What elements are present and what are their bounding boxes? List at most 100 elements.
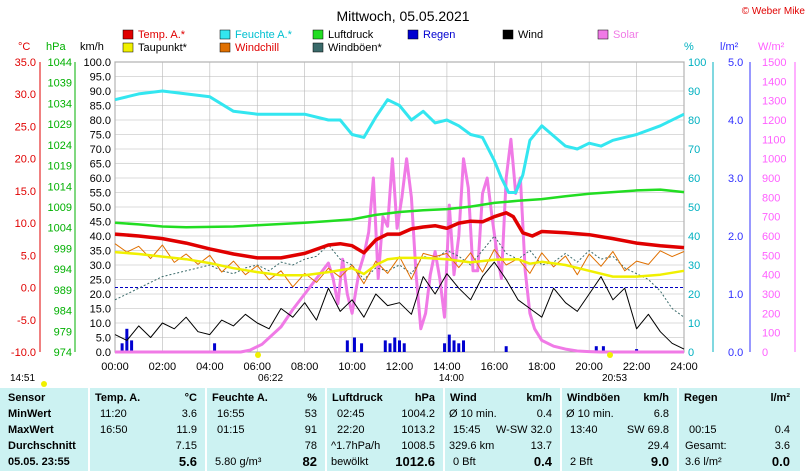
wind-current-value: 0.4 (533, 454, 552, 469)
solar-tick-label: 100 (762, 328, 780, 340)
rain-day-total: 3.6 l/m² (685, 456, 722, 468)
row-label-current: 05.05. 23:55 (8, 456, 70, 468)
series-windb-en (114, 235, 685, 318)
wind-unit: km/h (526, 392, 552, 404)
gust-header: Windböen (567, 392, 621, 404)
x-tick-label: 04:00 (196, 361, 224, 373)
rain-total-label: Gesamt: (685, 440, 727, 452)
wind-tick-label: 75.0 (90, 130, 111, 142)
gust-avg10-value: 6.8 (653, 408, 669, 420)
wind-tick-label: 45.0 (90, 217, 111, 229)
legend-label: Windböen* (328, 42, 383, 54)
rain-current-value: 0.0 (771, 454, 790, 469)
pressure-avg-value: 1008.5 (401, 440, 435, 452)
rain-unit-label: l/m² (720, 41, 739, 53)
rain-bar (388, 343, 392, 352)
temp-tick-label: -5.0 (17, 315, 36, 327)
temp-unit-label: °C (18, 41, 30, 53)
humidity-unit-label: % (684, 41, 694, 53)
credit-text: © Weber Mike (742, 6, 806, 17)
temp-unit: °C (184, 392, 197, 404)
temp-min-time: 11:20 (100, 408, 127, 420)
humidity-min-time: 16:55 (217, 408, 245, 420)
solar-unit-label: W/m² (758, 41, 785, 53)
series-layer (114, 89, 685, 354)
temp-tick-label: 10.0 (15, 218, 36, 230)
temp-header: Temp. A. (95, 392, 141, 404)
wind-max-value: W-SW 32.0 (495, 424, 552, 436)
rain-bar (594, 346, 598, 352)
wind-run: 329.6 km (449, 440, 495, 452)
legend-swatch (122, 29, 134, 40)
gust-avg-value: 29.4 (647, 440, 669, 452)
wind-tick-label: 70.0 (90, 144, 111, 156)
sensor-column: Sensor MinWert MaxWert Durchschnitt 05.0… (0, 388, 88, 471)
legend-swatch (122, 42, 134, 53)
sun-marker (607, 352, 613, 358)
rain-bar (447, 334, 451, 352)
pressure-header: Luftdruck (332, 392, 383, 404)
solar-tick-label: 1400 (762, 76, 786, 88)
gust-max-value: SW 69.8 (626, 424, 669, 436)
legend-swatch (407, 29, 419, 40)
rain-bar (462, 340, 466, 352)
solar-tick-label: 400 (762, 270, 780, 282)
wind-tick-label: 55.0 (90, 188, 111, 200)
series-wind (114, 261, 685, 350)
rain-tick-label: 1.0 (728, 289, 743, 301)
humidity-tick-label: 80 (688, 115, 700, 127)
rain-bar (443, 343, 447, 352)
humidity-tick-label: 90 (688, 86, 700, 98)
pressure-tick-label: 1029 (48, 119, 72, 131)
rain-bar (402, 343, 406, 352)
series-feuchte-a (114, 89, 685, 194)
wind-avg-value: 13.7 (530, 440, 552, 452)
rain-bar (345, 340, 349, 352)
wind-tick-label: 20.0 (90, 289, 111, 301)
rain-column: Regen l/m² 00:15 0.4 Gesamt: 3.6 3.6 l/m… (679, 388, 800, 471)
solar-tick-label: 1500 (762, 57, 786, 69)
solar-tick-label: 1300 (762, 96, 786, 108)
wind-tick-label: 40.0 (90, 231, 111, 243)
legend-swatch (502, 29, 514, 40)
series-taupunkt (114, 250, 685, 278)
time-marks: 14:51 06:22 14:00 20:53 (10, 352, 627, 387)
sun-marker (41, 381, 47, 387)
sensor-header: Sensor (8, 392, 46, 404)
wind-tick-label: 85.0 (90, 101, 111, 113)
temp-tick-label: 5.0 (21, 250, 36, 262)
pressure-tick-label: 989 (54, 285, 72, 297)
x-tick-label: 02:00 (149, 361, 177, 373)
solar-tick-label: 0 (762, 347, 768, 359)
wind-avg10-value: 0.4 (536, 408, 552, 420)
solar-tick-label: 800 (762, 192, 780, 204)
x-tick-label: 08:00 (291, 361, 319, 373)
pressure-tick-label: 1039 (48, 78, 72, 90)
rain-bar (130, 340, 134, 352)
series-luftdruck (114, 188, 685, 229)
solar-tick-label: 1100 (762, 134, 786, 146)
wind-avg-label: Ø 10 min. (449, 408, 497, 420)
solar-tick-label: 500 (762, 250, 780, 262)
humidity-tick-label: 0 (688, 347, 694, 359)
row-label-min: MinWert (8, 408, 52, 420)
wind-tick-label: 80.0 (90, 115, 111, 127)
humidity-tick-label: 50 (688, 202, 700, 214)
humidity-max-value: 91 (304, 424, 317, 436)
x-tick-label: 12:00 (386, 361, 414, 373)
series-windchill (114, 243, 685, 288)
wind-unit-label: km/h (80, 41, 104, 53)
humidity-tick-label: 30 (688, 260, 700, 272)
rain-bar (452, 340, 456, 352)
humidity-tick-label: 40 (688, 231, 700, 243)
pressure-tick-label: 1024 (48, 140, 72, 152)
rain-tick-label: 5.0 (728, 57, 743, 69)
rain-tick-label: 2.0 (728, 231, 743, 243)
legend-label: Luftdruck (328, 29, 374, 41)
solar-tick-label: 600 (762, 231, 780, 243)
rain-bar (398, 340, 401, 352)
gust-column: Windböen km/h Ø 10 min. 6.8 13:40 SW 69.… (562, 388, 677, 471)
rain-max-time: 00:15 (689, 424, 717, 436)
rain-bar (601, 346, 605, 352)
solar-tick-label: 1200 (762, 115, 786, 127)
